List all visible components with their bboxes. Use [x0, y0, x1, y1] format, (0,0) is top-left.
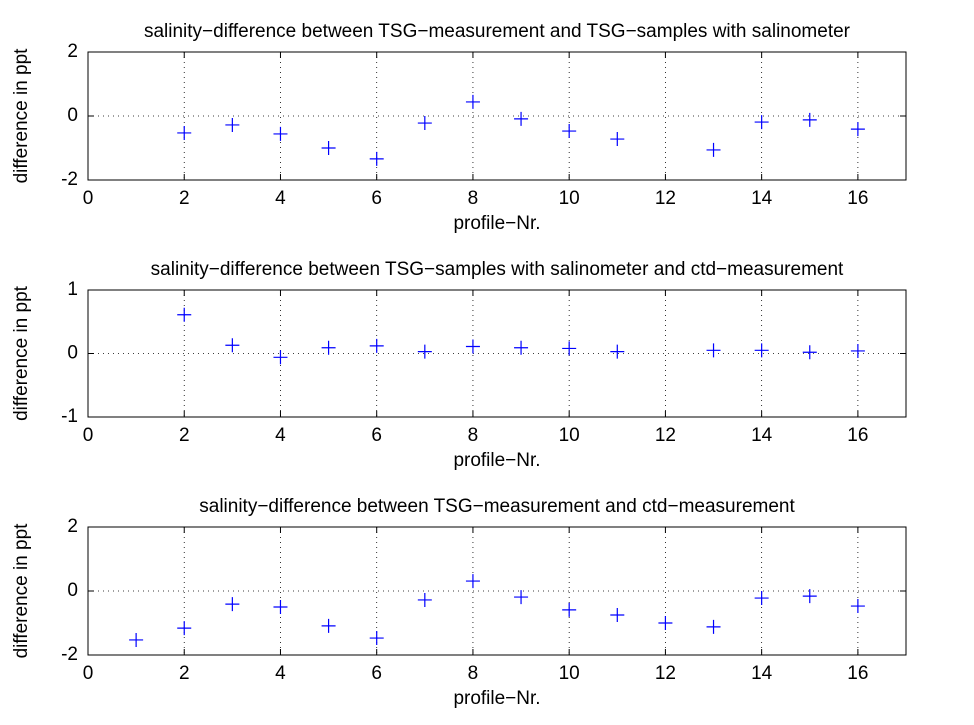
- axes-frame: [87, 526, 907, 656]
- x-tick-label: 2: [179, 188, 190, 209]
- axes-frame: [87, 51, 907, 181]
- x-tick-label: 0: [83, 425, 94, 446]
- chart-title: salinity−difference between TSG−measurem…: [144, 21, 851, 42]
- axes-frame: [87, 289, 907, 418]
- y-tick-label: -1: [61, 406, 78, 427]
- x-tick-label: 2: [179, 425, 190, 446]
- marker: [273, 350, 288, 365]
- y-axis-label: difference in ppt: [11, 523, 32, 659]
- y-tick-label: 2: [67, 516, 78, 537]
- marker: [225, 117, 240, 132]
- marker: [129, 632, 144, 647]
- x-tick-label: 10: [559, 663, 580, 684]
- marker: [562, 602, 577, 617]
- marker: [465, 339, 480, 354]
- marker: [610, 344, 625, 359]
- marker: [562, 124, 577, 139]
- marker: [465, 574, 480, 589]
- marker: [369, 631, 384, 646]
- y-axis-label: difference in ppt: [11, 285, 32, 421]
- y-tick-label: 1: [67, 279, 78, 300]
- x-tick-label: 0: [83, 663, 94, 684]
- x-tick-label: 14: [751, 425, 773, 446]
- x-tick-label: 8: [468, 188, 479, 209]
- axes-box: [87, 289, 907, 418]
- x-tick-label: 6: [371, 425, 382, 446]
- y-axis-label: difference in ppt: [11, 48, 32, 184]
- marker: [754, 591, 769, 606]
- y-tick-label: -2: [61, 644, 78, 665]
- y-tick-label: 0: [67, 105, 78, 126]
- x-tick-label: 12: [655, 663, 676, 684]
- marker: [514, 340, 529, 355]
- x-tick-label: 14: [751, 663, 773, 684]
- marker: [321, 618, 336, 633]
- marker: [417, 344, 432, 359]
- marker: [850, 599, 865, 614]
- y-tick-label: 0: [67, 580, 78, 601]
- marker: [321, 340, 336, 355]
- marker: [562, 341, 577, 356]
- marker: [369, 338, 384, 353]
- marker: [369, 151, 384, 166]
- marker: [273, 600, 288, 614]
- marker: [754, 115, 769, 130]
- marker: [417, 592, 432, 607]
- y-tick-label: -2: [61, 169, 78, 190]
- x-tick-label: 10: [559, 425, 580, 446]
- marker: [658, 616, 673, 630]
- marker: [850, 122, 865, 137]
- x-tick-label: 12: [655, 188, 676, 209]
- x-tick-label: 6: [371, 188, 382, 209]
- marker: [177, 307, 192, 322]
- x-axis-label: profile−Nr.: [453, 688, 540, 709]
- x-tick-label: 8: [468, 663, 479, 684]
- marker: [802, 589, 817, 604]
- y-tick-label: 2: [67, 41, 78, 62]
- marker: [610, 608, 625, 622]
- marker: [273, 126, 288, 141]
- x-tick-label: 2: [179, 663, 190, 684]
- marker: [177, 125, 192, 140]
- marker: [610, 132, 625, 147]
- marker: [465, 94, 480, 109]
- marker: [706, 142, 721, 157]
- marker: [514, 590, 529, 605]
- x-tick-label: 0: [83, 188, 94, 209]
- marker: [321, 141, 336, 155]
- x-axis-label: profile−Nr.: [453, 213, 540, 234]
- x-axis-label: profile−Nr.: [453, 450, 540, 471]
- x-tick-label: 16: [847, 663, 868, 684]
- x-tick-label: 4: [275, 663, 286, 684]
- x-tick-label: 16: [847, 425, 868, 446]
- x-tick-label: 4: [275, 188, 286, 209]
- marker: [177, 621, 192, 636]
- marker: [706, 343, 721, 358]
- marker: [754, 343, 769, 358]
- chart-title: salinity−difference between TSG−samples …: [151, 259, 844, 280]
- x-tick-label: 14: [751, 188, 773, 209]
- marker: [514, 111, 529, 126]
- marker: [850, 343, 865, 358]
- marker: [417, 116, 432, 131]
- chart-title: salinity−difference between TSG−measurem…: [199, 496, 795, 517]
- marker: [225, 338, 240, 353]
- marker: [706, 619, 721, 634]
- x-tick-label: 8: [468, 425, 479, 446]
- marker: [802, 345, 817, 360]
- x-tick-label: 12: [655, 425, 676, 446]
- marker: [802, 112, 817, 127]
- x-tick-label: 16: [847, 188, 868, 209]
- axes-box: [87, 526, 907, 656]
- marker: [225, 597, 240, 612]
- x-tick-label: 6: [371, 663, 382, 684]
- x-tick-label: 4: [275, 425, 286, 446]
- y-tick-label: 0: [67, 343, 78, 364]
- axes-box: [87, 51, 907, 181]
- x-tick-label: 10: [559, 188, 580, 209]
